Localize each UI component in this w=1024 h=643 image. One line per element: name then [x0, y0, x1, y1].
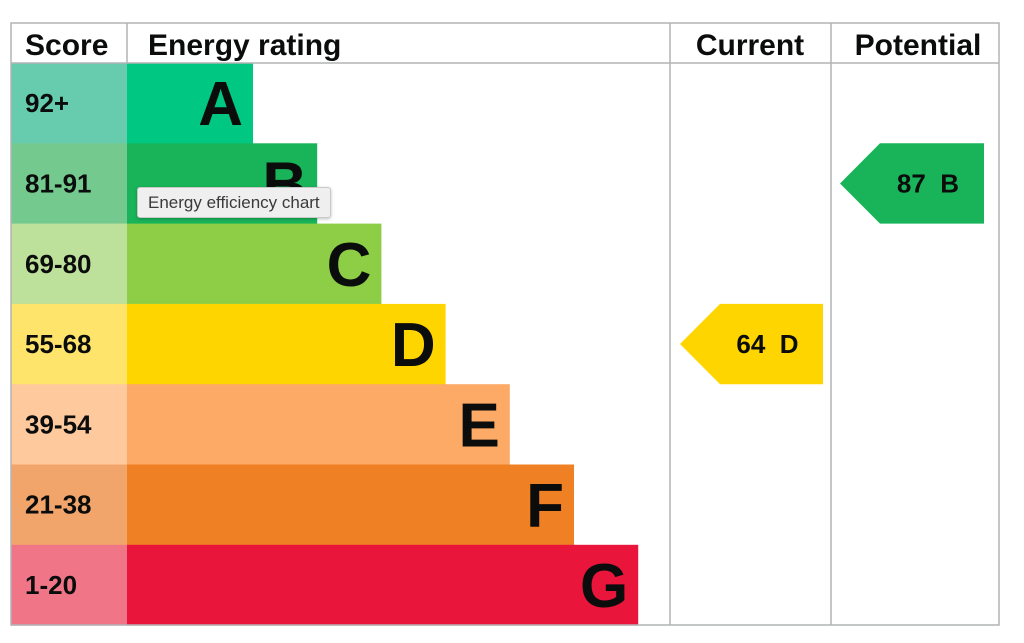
band-letter-d: D: [391, 311, 436, 380]
band-letter-g: G: [580, 552, 628, 621]
band-bar-f: [127, 464, 574, 546]
score-label-a: 92+: [25, 88, 69, 118]
rating-arrows: 64 D 87 B: [680, 143, 984, 385]
potential-rating-arrow-label: 87 B: [897, 168, 959, 198]
score-cell-a: [11, 63, 127, 144]
score-label-d: 55-68: [25, 329, 92, 359]
band-row-a: 92+ A: [11, 63, 253, 144]
band-letter-f: F: [526, 472, 564, 541]
chart-outer-border: [10, 22, 1000, 626]
band-row-f: 21-38 F: [11, 464, 574, 546]
band-letter-c: C: [327, 231, 372, 300]
band-row-g: 1-20 G: [11, 544, 639, 626]
score-cell-f: [11, 464, 127, 546]
current-rating-arrow-shape: [680, 303, 823, 385]
current-rating-arrow: 64 D: [680, 303, 823, 385]
score-cell-c: [11, 223, 127, 305]
band-row-d: 55-68 D: [11, 303, 446, 385]
score-cell-g: [11, 544, 127, 626]
score-label-e: 39-54: [25, 409, 92, 439]
score-cell-e: [11, 384, 127, 465]
rating-bands: 92+ A81-91 B69-80 C55-68 D39-54 E21-38 F1-20 G: [11, 63, 639, 626]
score-label-c: 69-80: [25, 249, 92, 279]
header-energy-rating: Energy rating: [148, 29, 341, 62]
score-label-f: 21-38: [25, 490, 92, 520]
chart-grid: [10, 22, 1000, 626]
band-row-e: 39-54 E: [11, 384, 510, 465]
header-score: Score: [25, 29, 108, 62]
current-rating-arrow-label: 64 D: [736, 329, 798, 359]
score-label-b: 81-91: [25, 168, 92, 198]
header-potential: Potential: [855, 29, 982, 62]
band-bar-c: [127, 223, 382, 305]
chart-tooltip: Energy efficiency chart: [137, 187, 331, 218]
score-cell-d: [11, 303, 127, 385]
potential-rating-arrow: 87 B: [840, 143, 984, 224]
header-current: Current: [696, 29, 804, 62]
band-bar-d: [127, 303, 446, 385]
score-label-g: 1-20: [25, 570, 77, 600]
header-row: Score Energy rating Current Potential: [25, 29, 981, 62]
band-bar-a: [127, 63, 253, 144]
band-row-c: 69-80 C: [11, 223, 382, 305]
potential-rating-arrow-shape: [840, 143, 984, 224]
band-letter-a: A: [198, 70, 243, 139]
band-letter-e: E: [458, 391, 499, 460]
band-bar-e: [127, 384, 510, 465]
score-cell-b: [11, 143, 127, 225]
band-bar-g: [127, 544, 639, 626]
